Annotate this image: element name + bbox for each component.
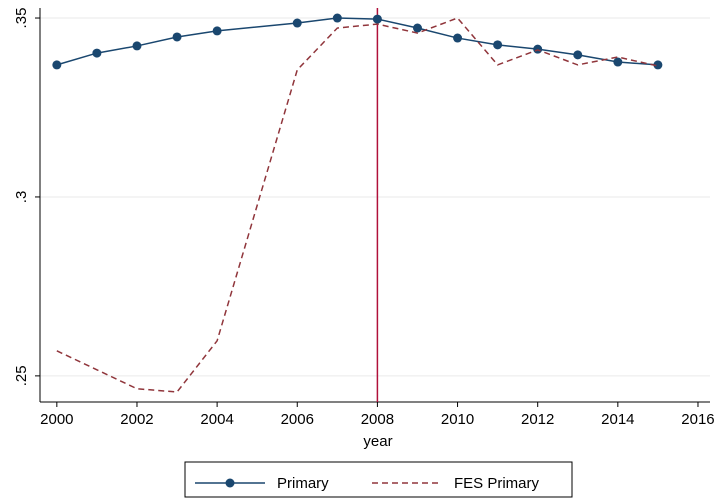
legend-box [184,461,573,498]
point [613,57,623,67]
point [653,60,663,70]
point [52,60,62,70]
point [453,33,463,43]
point [412,23,422,33]
x-tick-label: 2006 [281,411,314,428]
x-tick-label: 2014 [601,411,634,428]
y-tick-label: .3 [13,191,30,204]
series-line [56,17,659,393]
x-tick-label: 2016 [681,411,714,428]
point [372,14,382,24]
point [212,26,222,36]
legend-marker [225,478,235,488]
point [172,32,182,42]
x-tick-label: 2012 [521,411,554,428]
x-tick-label: 2010 [441,411,474,428]
y-tick-label: .35 [13,8,30,29]
x-tick-label: 2004 [200,411,233,428]
point [292,18,302,28]
point [332,13,342,23]
point [92,48,102,58]
x-tick-label: 2002 [120,411,153,428]
x-axis-label: year [363,433,392,450]
point [493,40,503,50]
x-tick-label: 2008 [361,411,394,428]
y-tick-label: .25 [13,365,30,386]
point [132,41,142,51]
point [573,50,583,60]
x-tick-label: 2000 [40,411,73,428]
legend-label: FES Primary [454,475,540,492]
legend-label: Primary [277,475,329,492]
